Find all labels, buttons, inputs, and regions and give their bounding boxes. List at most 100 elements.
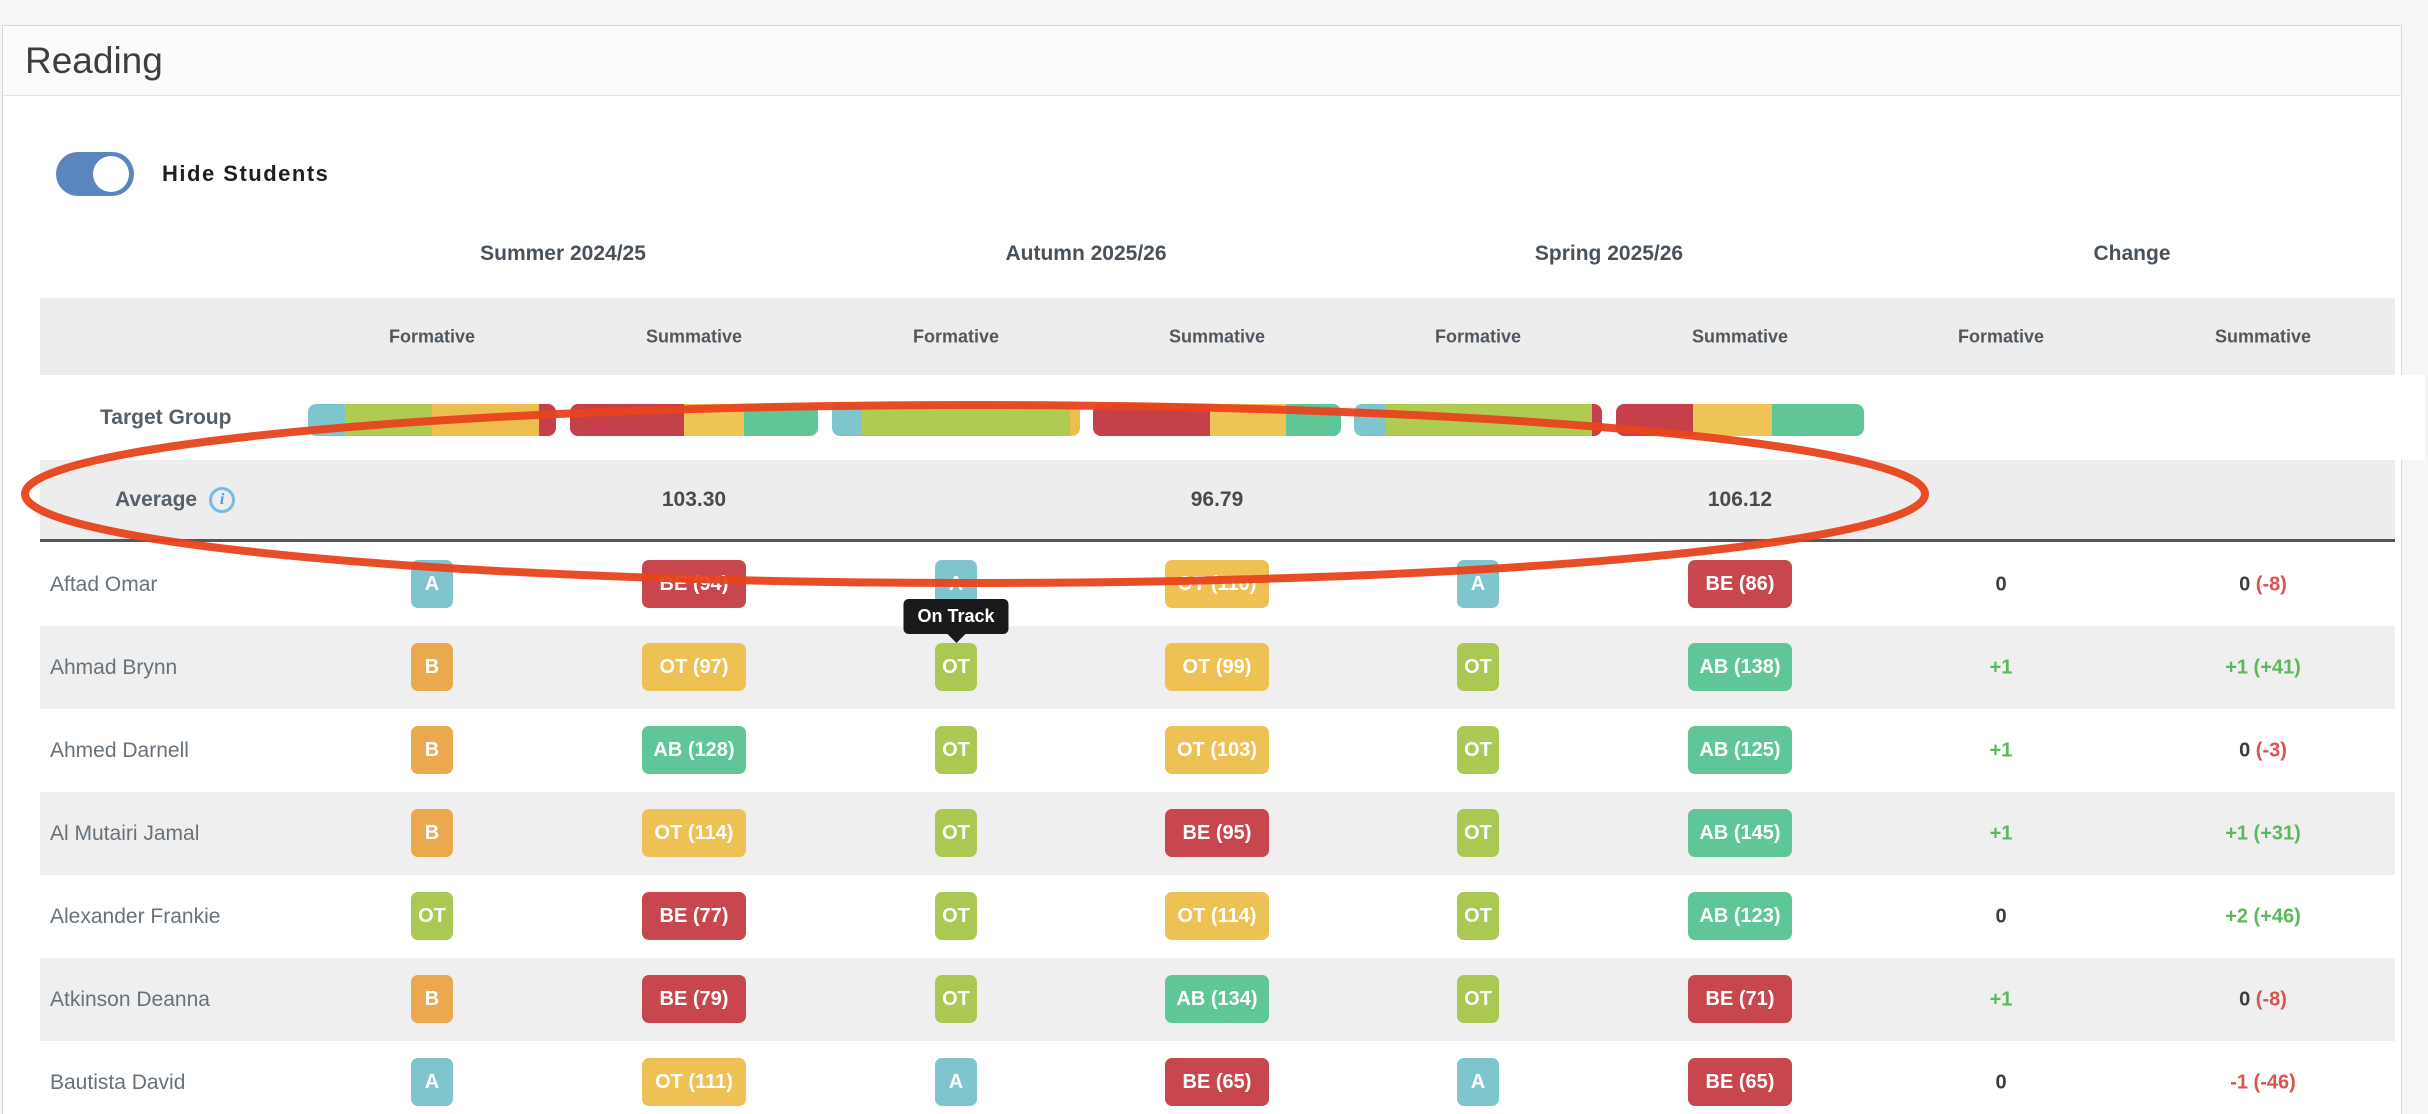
score-badge[interactable]: BE (94) <box>642 560 746 608</box>
change-summative: 0 (-8) <box>2239 988 2287 1010</box>
change-formative: 0 <box>1995 573 2007 595</box>
reading-panel: Reading Hide Students Summer 2024/25 Autu… <box>2 25 2425 1114</box>
info-icon[interactable]: i <box>209 486 236 513</box>
level-badge[interactable]: A <box>1457 1058 1499 1106</box>
column-subheader: Formative <box>1434 326 1522 346</box>
term-header: Summer 2024/25 <box>480 242 646 265</box>
column-subheader: Formative <box>1957 326 2045 346</box>
student-name: Alexander Frankie <box>50 904 221 928</box>
term-header: Autumn 2025/26 <box>1005 242 1167 265</box>
score-badge[interactable]: AB (138) <box>1688 643 1792 691</box>
level-badge[interactable]: B <box>411 809 453 857</box>
level-badge[interactable]: B <box>411 643 453 691</box>
change-formative: +1 <box>1989 822 2013 844</box>
score-badge[interactable]: BE (79) <box>642 975 746 1023</box>
level-badge[interactable]: A <box>1457 560 1499 608</box>
change-summative: -1 (-46) <box>2230 1071 2296 1093</box>
level-badge[interactable]: OT <box>1457 726 1499 774</box>
table-row: Alexander Frankie OT BE (77) OT OT (114) OT AB… <box>3 875 2425 958</box>
on-track-tooltip: On Track <box>903 599 1009 643</box>
bar-segment-ab <box>743 404 818 436</box>
target-group-label: Target Group <box>100 405 232 429</box>
score-badge[interactable]: OT (111) <box>642 1058 746 1106</box>
level-badge[interactable]: OT <box>935 892 977 940</box>
level-badge[interactable]: B <box>411 975 453 1023</box>
score-badge[interactable]: OT (110) <box>1165 560 1269 608</box>
bar-segment-ot <box>861 404 1071 436</box>
column-subheader: Summative <box>1168 326 1266 346</box>
level-badge[interactable]: OT <box>1457 643 1499 691</box>
bar-segment-be <box>538 404 556 436</box>
score-badge[interactable]: BE (65) <box>1688 1058 1792 1106</box>
score-badge[interactable]: BE (86) <box>1688 560 1792 608</box>
level-badge[interactable]: OT <box>935 975 977 1023</box>
bar-segment-ot <box>345 404 432 436</box>
bar-segment-ot <box>684 404 744 436</box>
bar-segment-ab <box>1772 404 1864 436</box>
score-badge[interactable]: AB (125) <box>1688 726 1792 774</box>
level-badge[interactable]: A <box>411 560 453 608</box>
student-name: Bautista David <box>50 1070 186 1094</box>
bar-segment-ot <box>1209 404 1287 436</box>
table-row: Aftad Omar A BE (94) A OT (110) A BE (86) 0 0 (-… <box>3 543 2425 626</box>
bar-segment-be <box>1592 404 1602 436</box>
page-title: Reading <box>25 39 163 81</box>
change-summative: 0 (-3) <box>2239 739 2287 761</box>
bar-segment-a <box>1354 404 1387 436</box>
level-badge[interactable]: OT <box>935 726 977 774</box>
bar-segment-be <box>570 404 685 436</box>
score-badge[interactable]: AB (123) <box>1688 892 1792 940</box>
level-badge[interactable]: A <box>935 1058 977 1106</box>
score-badge[interactable]: AB (134) <box>1165 975 1269 1023</box>
score-badge[interactable]: OT (114) <box>642 809 746 857</box>
distribution-bar <box>1093 404 1341 436</box>
hide-students-toggle[interactable] <box>56 152 134 196</box>
score-badge[interactable]: BE (65) <box>1165 1058 1269 1106</box>
student-name: Atkinson Deanna <box>50 987 210 1011</box>
term-header: Spring 2025/26 <box>1534 242 1684 265</box>
student-rows: Aftad Omar A BE (94) A OT (110) A BE (86) 0 0 (-… <box>3 543 2425 1114</box>
target-group-row: Target Group <box>3 375 2425 460</box>
change-formative: +1 <box>1989 988 2013 1010</box>
change-summative: 0 (-8) <box>2239 573 2287 595</box>
hide-students-control: Hide Students <box>56 152 329 196</box>
distribution-bar <box>1354 404 1602 436</box>
column-subheader: Summative <box>645 326 743 346</box>
level-badge[interactable]: OT <box>1457 892 1499 940</box>
bar-segment-be <box>1616 404 1693 436</box>
bar-segment-ot <box>1386 404 1593 436</box>
score-badge[interactable]: AB (128) <box>642 726 746 774</box>
score-badge[interactable]: OT (97) <box>642 643 746 691</box>
column-subheader: Formative <box>388 326 476 346</box>
score-badge[interactable]: OT (114) <box>1165 892 1269 940</box>
score-badge[interactable]: OT (103) <box>1165 726 1269 774</box>
average-value-summer: 103.30 <box>661 487 727 511</box>
level-badge[interactable]: OT <box>411 892 453 940</box>
level-badge[interactable]: OT <box>1457 975 1499 1023</box>
bar-segment-b <box>431 404 539 436</box>
level-badge[interactable]: OT <box>1457 809 1499 857</box>
distribution-bar <box>1616 404 1864 436</box>
change-summative: +2 (+46) <box>2225 905 2301 927</box>
score-badge[interactable]: BE (77) <box>642 892 746 940</box>
student-name: Ahmad Brynn <box>50 655 178 679</box>
level-badge[interactable]: B <box>411 726 453 774</box>
average-value-spring: 106.12 <box>1707 487 1773 511</box>
column-subheader: Summative <box>2214 326 2312 346</box>
average-row: Average i 103.30 96.79 106.12 <box>40 460 2395 542</box>
score-badge[interactable]: AB (145) <box>1688 809 1792 857</box>
tooltip-text: On Track <box>917 606 995 626</box>
bar-segment-a <box>308 404 346 436</box>
score-badge[interactable]: BE (95) <box>1165 809 1269 857</box>
level-badge[interactable]: A <box>411 1058 453 1106</box>
level-badge[interactable]: OT <box>935 809 977 857</box>
score-badge[interactable]: OT (99) <box>1165 643 1269 691</box>
level-badge[interactable]: OT <box>935 643 977 691</box>
tooltip-arrow-icon <box>945 633 966 643</box>
table-row: Bautista David A OT (111) A BE (65) A BE (65) 0… <box>3 1041 2425 1114</box>
bar-segment-a <box>832 404 862 436</box>
average-value-autumn: 96.79 <box>1190 487 1244 511</box>
student-name: Ahmed Darnell <box>50 738 189 762</box>
score-badge[interactable]: BE (71) <box>1688 975 1792 1023</box>
